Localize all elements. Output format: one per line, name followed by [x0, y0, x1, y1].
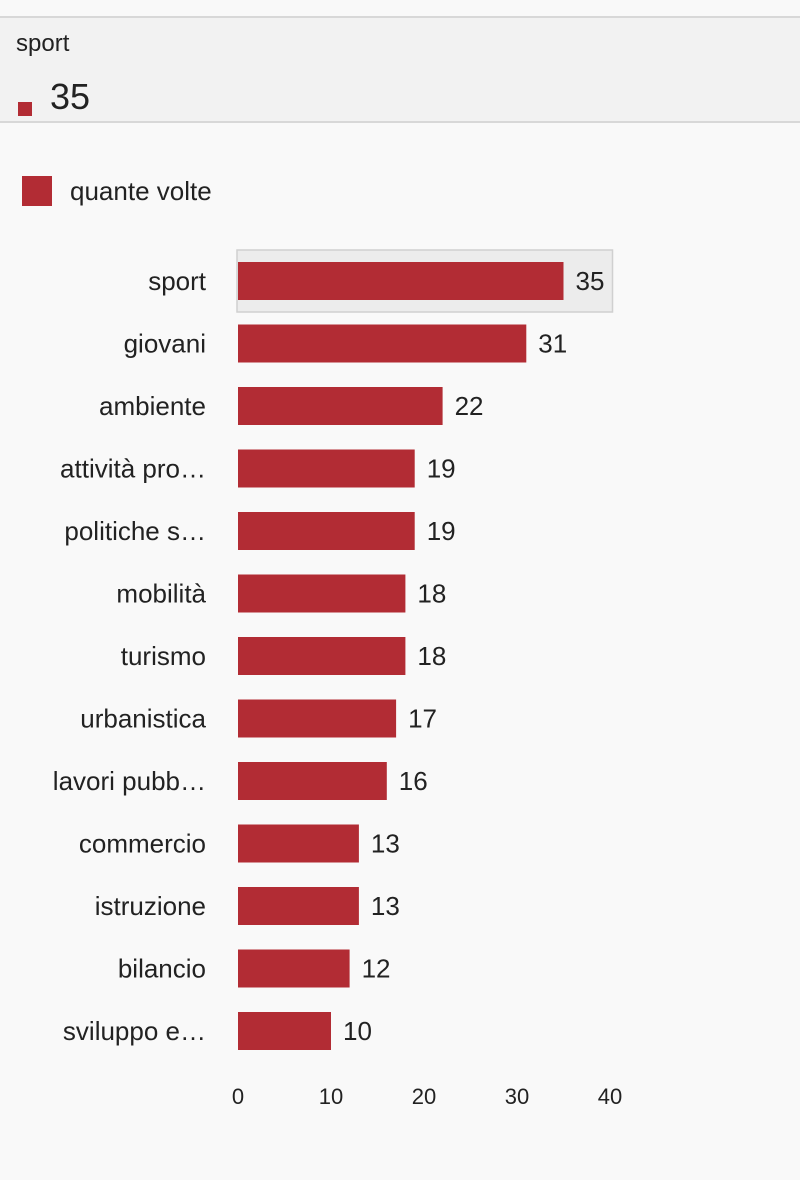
data-label: 22: [455, 391, 484, 421]
category-label: politiche s…: [64, 516, 206, 546]
category-label: attività pro…: [60, 454, 206, 484]
data-label: 18: [417, 641, 446, 671]
data-label: 10: [343, 1016, 372, 1046]
bar[interactable]: [238, 637, 406, 675]
bar[interactable]: [238, 262, 564, 300]
tooltip-series-swatch: [18, 102, 32, 116]
data-label: 35: [576, 266, 605, 296]
category-label: ambiente: [99, 391, 206, 421]
x-tick-label: 10: [319, 1084, 343, 1109]
category-label: urbanistica: [80, 704, 206, 734]
bar[interactable]: [238, 324, 527, 363]
legend-swatch: [22, 176, 52, 206]
data-label: 12: [362, 954, 391, 984]
x-tick-label: 0: [232, 1084, 244, 1109]
category-label: mobilità: [116, 579, 206, 609]
bar[interactable]: [238, 699, 397, 738]
data-label: 13: [371, 891, 400, 921]
bar[interactable]: [238, 512, 415, 550]
legend-label: quante volte: [70, 176, 212, 206]
bar[interactable]: [238, 574, 406, 613]
bar[interactable]: [238, 449, 415, 488]
category-label: sport: [148, 266, 207, 296]
tooltip-value: 35: [50, 76, 91, 117]
x-tick-label: 20: [412, 1084, 436, 1109]
bar[interactable]: [238, 887, 359, 925]
data-label: 17: [408, 704, 437, 734]
data-label: 18: [417, 579, 446, 609]
category-label: lavori pubb…: [53, 766, 206, 796]
bar[interactable]: [238, 1012, 331, 1050]
category-label: giovani: [124, 329, 206, 359]
data-label: 31: [538, 329, 567, 359]
category-label: istruzione: [95, 891, 206, 921]
tooltip: sport 35: [0, 16, 800, 123]
bar[interactable]: [238, 949, 350, 988]
data-label: 16: [399, 766, 428, 796]
category-label: commercio: [79, 829, 206, 859]
bar[interactable]: [238, 762, 387, 800]
tooltip-category: sport: [16, 30, 70, 57]
bar[interactable]: [238, 387, 443, 425]
category-label: sviluppo e…: [63, 1016, 206, 1046]
data-label: 19: [427, 454, 456, 484]
category-label: turismo: [121, 641, 206, 671]
x-tick-label: 40: [598, 1084, 622, 1109]
category-label: bilancio: [118, 954, 206, 984]
bar[interactable]: [238, 824, 359, 863]
data-label: 19: [427, 516, 456, 546]
data-label: 13: [371, 829, 400, 859]
bar-chart: sport 35 giovani 31 ambiente 22 attività pro… 1…: [53, 249, 622, 1109]
x-tick-label: 30: [505, 1084, 529, 1109]
